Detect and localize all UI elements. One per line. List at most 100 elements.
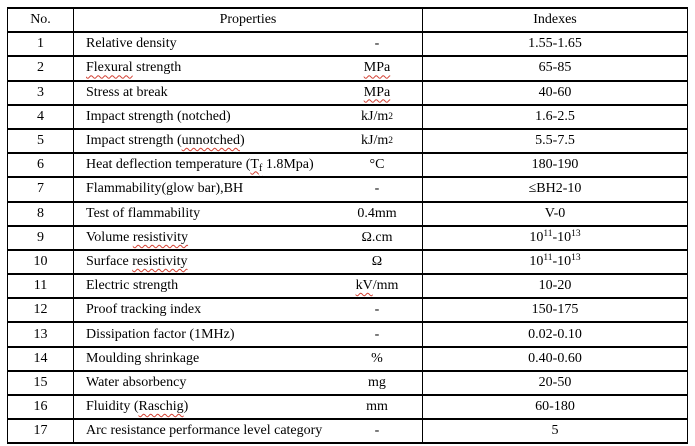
text-segment: mg <box>368 374 386 390</box>
text-segment: °C <box>369 157 385 173</box>
text-segment: strength <box>132 60 182 76</box>
text-segment: 5 <box>551 423 559 439</box>
table-row: 10 Surface resistivity Ω 1011-1013 <box>7 248 688 276</box>
property-cell: Water absorbency mg <box>73 369 423 397</box>
row-number-cell: 17 <box>7 418 74 445</box>
text-segment: resistivity <box>132 229 189 245</box>
text-segment: Stress at break <box>86 84 168 100</box>
property-name: Stress at break <box>75 84 168 101</box>
text-segment: resistivity <box>132 253 188 269</box>
property-unit: mm <box>332 397 422 417</box>
property-unit: - <box>332 179 422 199</box>
index-value-cell: 1.55-1.65 <box>422 31 688 58</box>
index-value-cell: 1011-1013 <box>422 224 688 251</box>
property-cell: Fluidity (Raschig) mm <box>73 393 423 421</box>
property-cell: Arc resistance performance level categor… <box>73 418 423 445</box>
property-cell: Heat deflection temperature (Tf 1.8Mpa) °… <box>73 152 423 179</box>
property-unit: - <box>332 324 422 344</box>
text-segment: 180-190 <box>531 157 579 173</box>
text-segment: % <box>371 350 383 366</box>
table-row: 17 Arc resistance performance level categ… <box>7 418 688 445</box>
index-value-cell: 0.02-0.10 <box>422 321 688 348</box>
property-name: Electric strength <box>75 278 179 294</box>
text-segment: 2 <box>388 111 393 122</box>
text-segment: Electric strength <box>86 278 179 294</box>
row-number-cell: 5 <box>7 127 74 155</box>
index-value-cell: 1011-1013 <box>422 248 688 276</box>
property-cell: Proof tracking index - <box>73 297 423 324</box>
table-body: 1 Relative density -1.55-1.65 2 Flexural str… <box>7 31 688 445</box>
property-cell: Relative density - <box>73 31 423 58</box>
text-segment: kV <box>355 278 373 294</box>
text-segment: 40-60 <box>538 84 572 100</box>
index-value-cell: 40-60 <box>422 79 688 106</box>
column-header-indexes: Indexes <box>422 6 688 34</box>
table-header-row: No. Properties Indexes <box>7 6 688 34</box>
property-name: Surface resistivity <box>75 253 188 270</box>
property-unit: MPa <box>332 58 422 78</box>
text-segment: 20-50 <box>538 374 572 390</box>
property-name: Moulding shrinkage <box>75 351 199 367</box>
property-name: Flammability(glow bar),BH <box>75 181 243 197</box>
text-segment: MPa <box>363 84 391 100</box>
property-unit: Ω.cm <box>332 228 422 248</box>
text-segment: 1.6-2.5 <box>535 108 575 124</box>
text-segment: kJ/m <box>361 133 389 149</box>
text-segment: 13 <box>571 253 581 264</box>
table-row: 3 Stress at break MPa 40-60 <box>7 79 688 106</box>
index-value-cell: 20-50 <box>422 369 688 397</box>
text-segment: - <box>374 36 380 52</box>
property-unit: mg <box>332 373 422 393</box>
table-row: 12 Proof tracking index - 150-175 <box>7 297 688 324</box>
property-name: Flexural strength <box>75 60 182 76</box>
table-row: 14 Moulding shrinkage% 0.40-0.60 <box>7 345 688 372</box>
property-name: Test of flammability <box>75 205 201 222</box>
property-unit: kV/mm <box>332 276 422 296</box>
property-cell: Test of flammability 0.4mm <box>73 200 423 227</box>
row-number-cell: 11 <box>7 273 74 300</box>
text-segment: - <box>374 302 380 318</box>
table-row: 16 Fluidity (Raschig) mm 60-180 <box>7 393 688 421</box>
property-unit: - <box>332 421 422 441</box>
text-segment: Impact strength ( <box>86 133 182 149</box>
text-segment: 10 <box>529 230 544 246</box>
property-unit: °C <box>332 155 422 175</box>
text-segment: 150-175 <box>531 302 579 318</box>
text-segment: Volume <box>86 229 133 245</box>
text-segment: unnotched <box>181 133 240 149</box>
text-segment: mm <box>366 399 388 415</box>
text-segment: Flexural <box>86 60 133 76</box>
property-name: Heat deflection temperature (Tf 1.8Mpa) <box>75 156 314 174</box>
property-unit: 0.4mm <box>332 204 422 224</box>
column-header-no: No. <box>7 6 74 34</box>
row-number-cell: 1 <box>7 31 74 58</box>
text-segment: Heat deflection temperature ( <box>86 156 251 172</box>
text-segment: V-0 <box>544 205 566 221</box>
property-cell: Stress at break MPa <box>73 79 423 106</box>
property-name: Impact strength (unnotched) <box>75 133 245 149</box>
property-cell: Impact strength (unnotched) kJ/m 2 <box>73 127 423 155</box>
text-segment: Fluidity ( <box>86 399 139 415</box>
text-segment: ≤BH2-10 <box>528 181 582 197</box>
property-unit: - <box>332 34 422 54</box>
property-name: Arc resistance performance level categor… <box>75 423 322 439</box>
index-value-cell: 180-190 <box>422 152 688 179</box>
row-number-cell: 16 <box>7 393 74 421</box>
text-segment: 65-85 <box>538 60 572 76</box>
text-segment: f <box>258 162 263 174</box>
property-cell: Flammability(glow bar),BH - <box>73 176 423 203</box>
column-header-properties: Properties <box>73 6 423 34</box>
text-segment: T <box>250 156 259 172</box>
index-value-cell: 0.40-0.60 <box>422 345 688 372</box>
table-row: 8 Test of flammability 0.4mm V-0 <box>7 200 688 227</box>
text-segment: Proof tracking index <box>86 302 202 318</box>
text-segment: Test of flammability <box>86 205 201 221</box>
row-number-cell: 15 <box>7 369 74 397</box>
text-segment: Ω.cm <box>361 229 393 245</box>
index-value-cell: 65-85 <box>422 55 688 82</box>
index-value-cell: 150-175 <box>422 297 688 324</box>
text-segment: Surface <box>86 253 133 269</box>
text-segment: kJ/m <box>361 108 389 124</box>
text-segment: 2 <box>388 136 393 147</box>
row-number-cell: 13 <box>7 321 74 348</box>
